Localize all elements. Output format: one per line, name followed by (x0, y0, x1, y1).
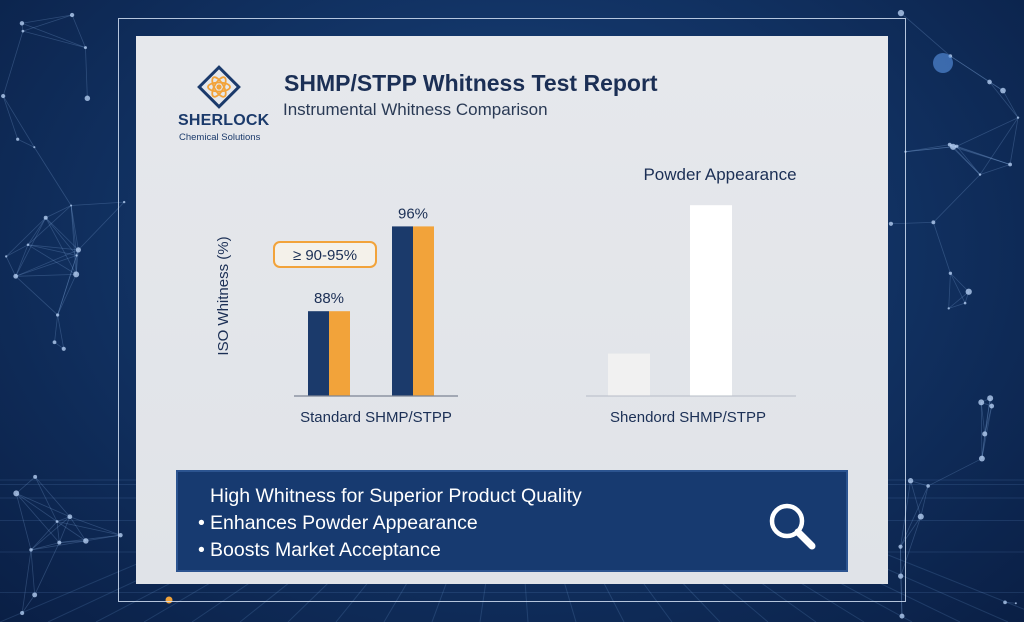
bar (690, 205, 732, 396)
bullet-item: • Boosts Market Acceptance (198, 539, 441, 562)
logo-tagline: Chemical Solutions (179, 132, 261, 143)
x-axis-label: Standard SHMP/STPP (300, 409, 452, 426)
bar (392, 226, 434, 396)
whiteness-bar-chart: ISO Whitness (%) 88% 96% Standard SHMP/ST… (215, 205, 458, 426)
highlights-banner: High Whitness for Superior Product Quali… (176, 470, 848, 572)
bullet-dot: • (198, 539, 205, 561)
y-axis-label: ISO Whitness (%) (215, 236, 232, 355)
bullet-dot: • (198, 512, 205, 534)
logo-emblem-icon (197, 65, 241, 109)
bullet-item: • Enhances Powder Appearance (198, 512, 478, 535)
report-card: SHERLOCK Chemical Solutions SHMP/STPP Wh… (136, 36, 888, 584)
x-axis-label: Shendord SHMP/STPP (610, 409, 766, 426)
banner-heading: High Whitness for Superior Product Quali… (210, 485, 582, 507)
bar (608, 353, 650, 396)
outer-frame (118, 18, 906, 602)
bullet-text: Enhances Powder Appearance (210, 512, 478, 534)
search-icon (769, 503, 816, 550)
bullet-text: Boosts Market Acceptance (210, 539, 441, 561)
data-label: 88% (314, 290, 344, 307)
target-range-label: ≥ 90-95% (293, 247, 357, 264)
powder-appearance-chart: Powder Appearance Shendord SHMP/STPP (586, 165, 797, 426)
target-range-badge: ≥ 90-95% (273, 241, 377, 268)
logo-name: SHERLOCK (178, 112, 270, 129)
chart-title: Powder Appearance (643, 165, 796, 184)
data-label: 96% (398, 205, 428, 222)
page-title: SHMP/STPP Whitness Test Report (284, 70, 658, 96)
bar (308, 311, 350, 396)
page-subtitle: Instrumental Whitness Comparison (283, 100, 548, 119)
